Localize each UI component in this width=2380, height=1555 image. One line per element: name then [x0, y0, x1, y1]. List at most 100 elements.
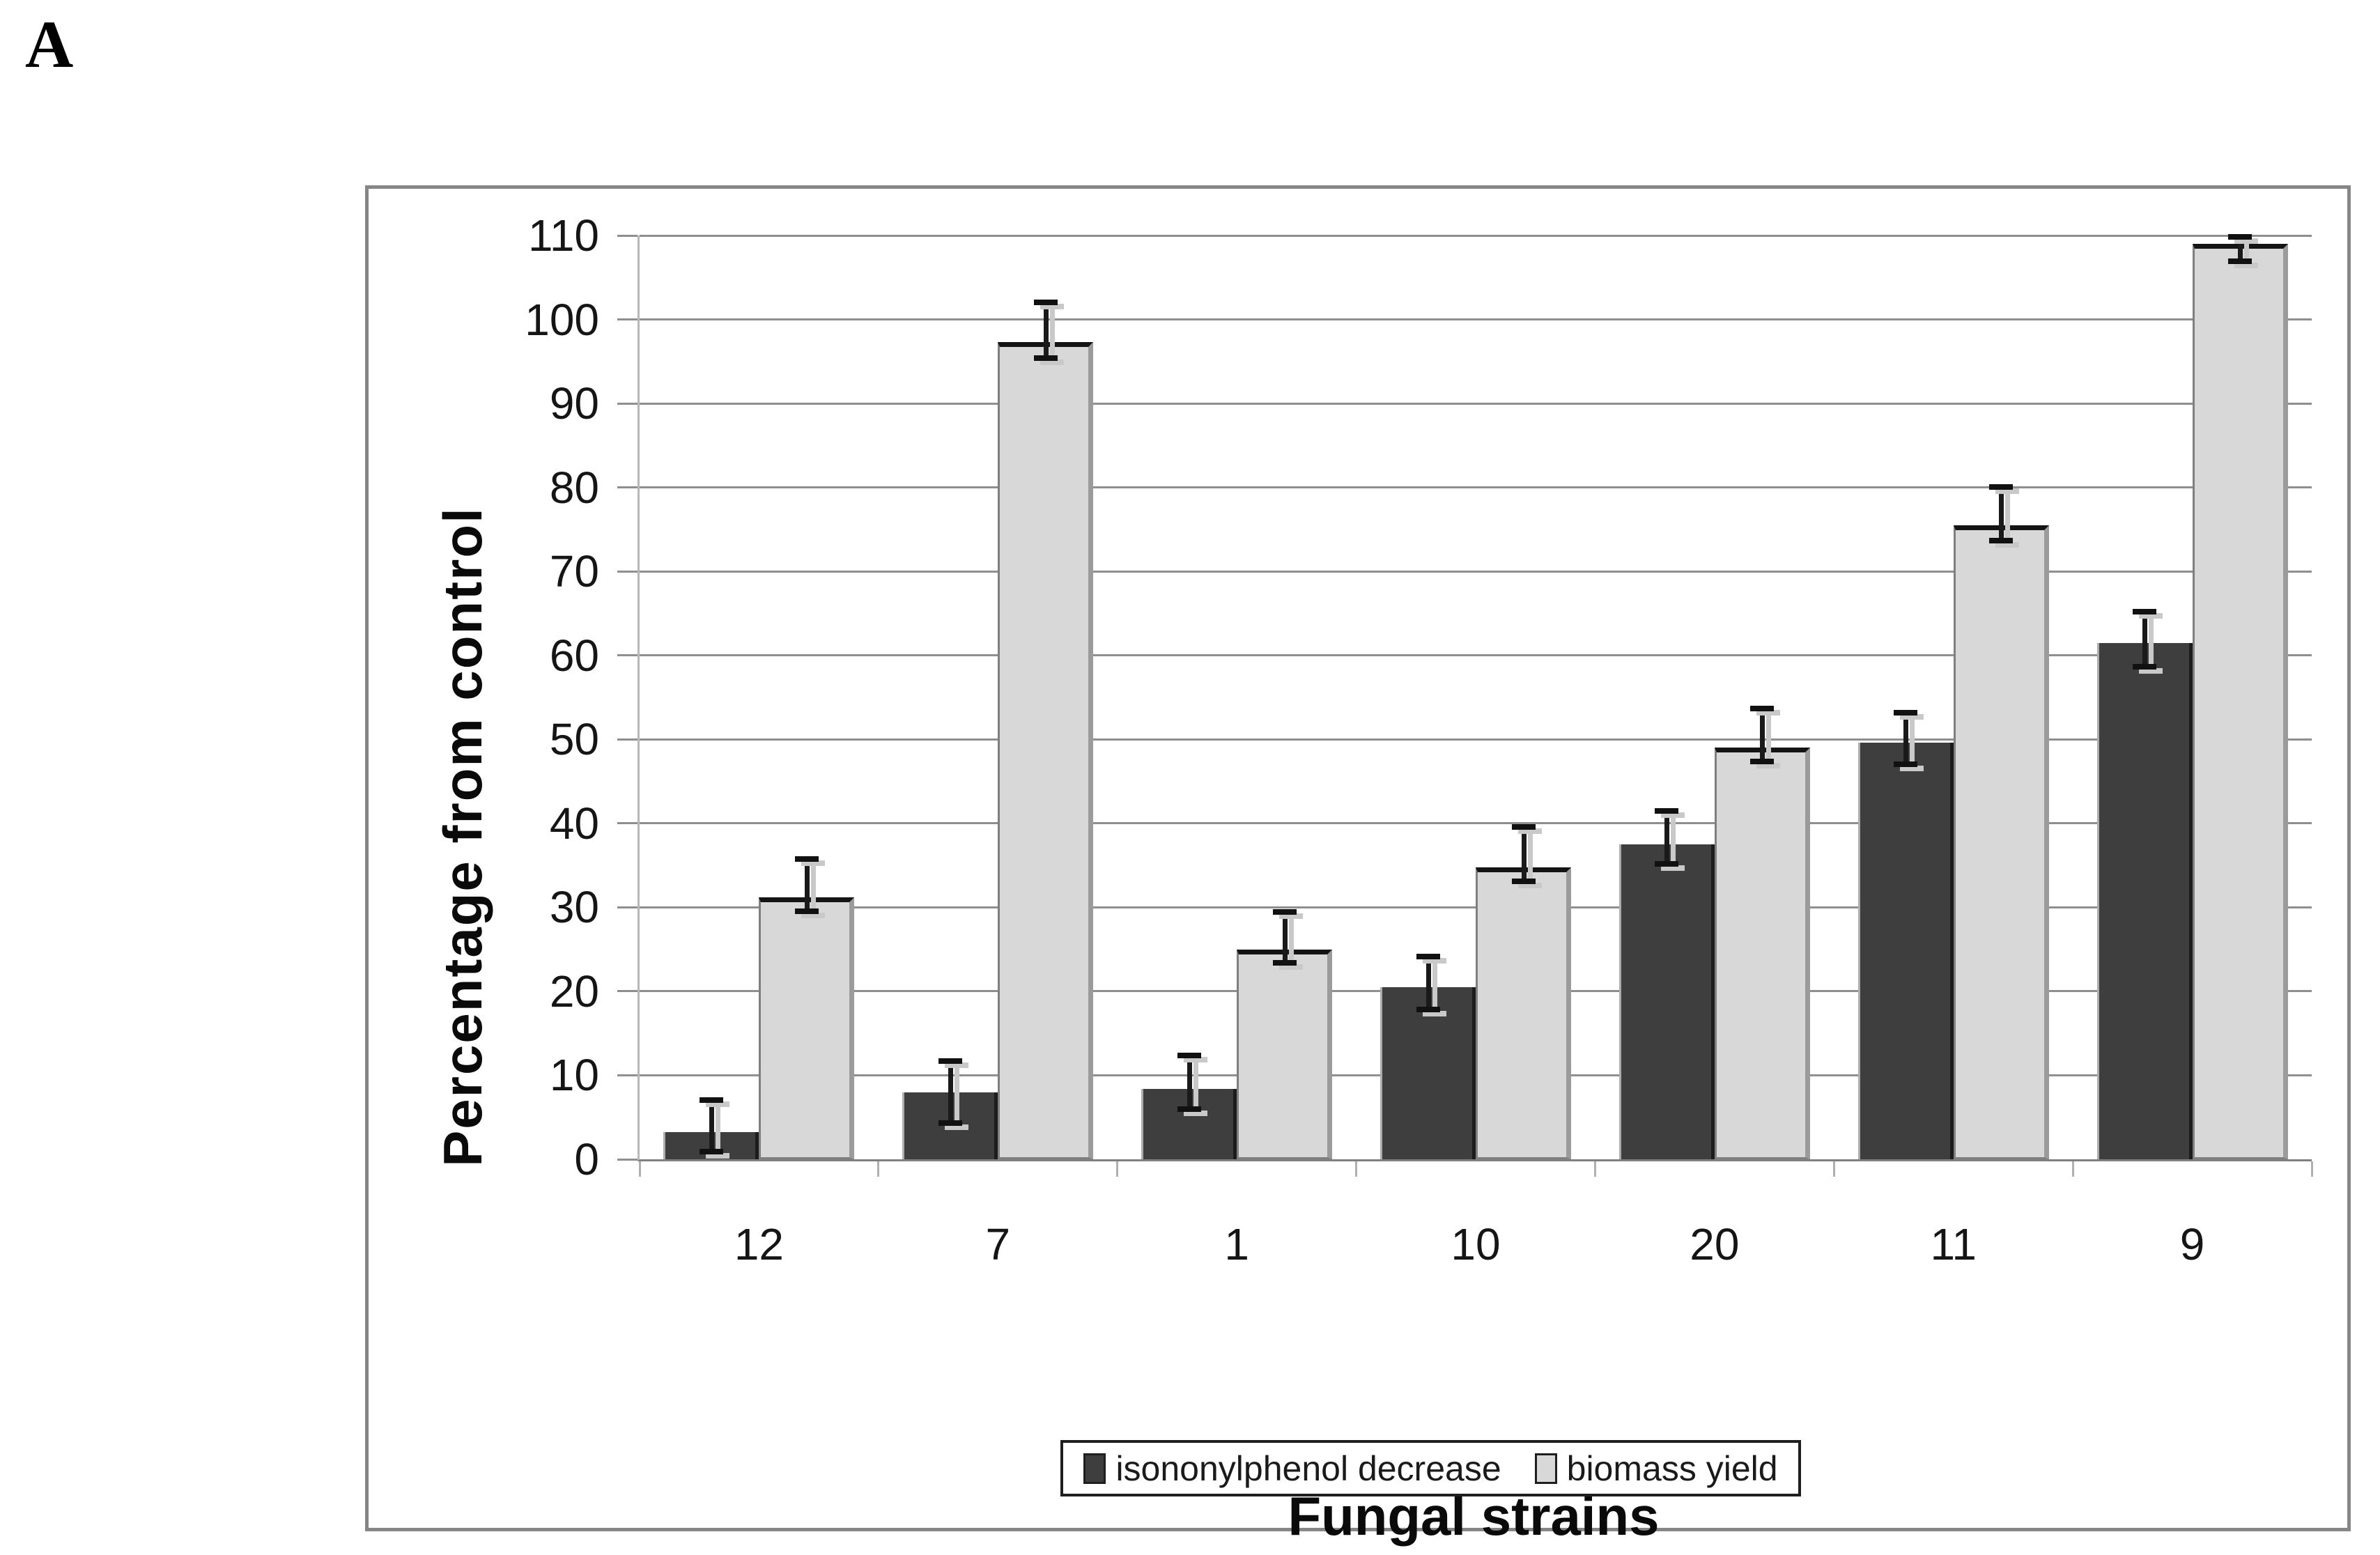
- y-tick-label-70: 70: [549, 546, 599, 597]
- bar-isononylphenol-strain-9: [2096, 642, 2193, 1159]
- error-bar-line: [1187, 1052, 1192, 1113]
- error-bar-strain-1-s0: [1177, 1052, 1201, 1113]
- axis-boundary-tick-6: [2071, 1161, 2074, 1177]
- error-bar-cap-bottom: [1655, 861, 1679, 867]
- gridline-40: [640, 822, 2312, 825]
- error-bar-strain-20-s0: [1655, 808, 1679, 867]
- error-bar-cap-bottom: [1750, 759, 1775, 765]
- y-axis-tick-110: [617, 234, 638, 237]
- plot-area: 12 7 1 10 20 11 9: [617, 233, 2313, 1269]
- bar-biomass-strain-10: [1476, 867, 1571, 1159]
- axis-boundary-tick-2: [1116, 1161, 1119, 1177]
- y-axis-tick-100: [617, 318, 638, 321]
- legend: isononylphenol decrease biomass yield: [1060, 1440, 1801, 1496]
- gridline-100: [640, 318, 2312, 321]
- panel-label: A: [25, 7, 74, 82]
- error-bar-line: [1521, 824, 1527, 884]
- y-tick-label-80: 80: [549, 462, 599, 513]
- error-bar-cap-bottom: [794, 908, 819, 914]
- y-axis-tick-20: [617, 990, 638, 993]
- error-bar-strain-12-s0: [699, 1097, 723, 1154]
- error-bar-cap-top: [1894, 710, 1918, 716]
- x-tick-label-7: 7: [985, 1219, 1011, 1269]
- bar-biomass-strain-7: [998, 342, 1094, 1159]
- y-tick-label-90: 90: [549, 378, 599, 429]
- gridline-80: [640, 486, 2312, 489]
- gridline-60: [640, 654, 2312, 657]
- error-bar-line: [709, 1097, 714, 1154]
- y-axis-tick-30: [617, 906, 638, 908]
- x-tick-label-10: 10: [1451, 1219, 1501, 1269]
- chart-frame: Percentage from control 0 10 20 30 40 50 60 70 8…: [365, 185, 2351, 1547]
- error-bar-cap-bottom: [1033, 355, 1058, 361]
- axis-boundary-tick-1: [877, 1161, 880, 1177]
- error-bar-strain-10-s1: [1511, 824, 1536, 884]
- bar-biomass-strain-12: [759, 897, 855, 1159]
- axis-boundary-tick-7: [2310, 1161, 2313, 1177]
- y-tick-label-10: 10: [549, 1050, 599, 1101]
- error-bar-cap-top: [1416, 953, 1440, 959]
- error-bar-strain-20-s1: [1750, 706, 1775, 765]
- error-bar-cap-top: [794, 856, 819, 862]
- error-bar-cap-bottom: [1894, 761, 1918, 768]
- error-bar-strain-9-s1: [2228, 233, 2252, 264]
- bar-isononylphenol-strain-20: [1618, 844, 1715, 1159]
- legend-swatch-dark: [1083, 1453, 1106, 1484]
- axis-boundary-tick-5: [1832, 1161, 1835, 1177]
- error-bar-cap-bottom: [938, 1120, 962, 1126]
- x-tick-label-20: 20: [1690, 1219, 1740, 1269]
- error-bar-strain-7-s0: [938, 1058, 962, 1126]
- error-bar-cap-bottom: [1177, 1106, 1201, 1113]
- error-bar-strain-1-s1: [1272, 908, 1297, 966]
- error-bar-cap-bottom: [699, 1148, 723, 1154]
- gridline-90: [640, 402, 2312, 405]
- y-tick-label-50: 50: [549, 714, 599, 765]
- y-tick-label-100: 100: [525, 294, 599, 345]
- error-bar-cap-top: [1511, 824, 1536, 830]
- error-bar-line: [1664, 808, 1670, 867]
- error-bar-cap-bottom: [1416, 1007, 1440, 1013]
- y-axis-tick-80: [617, 486, 638, 489]
- error-bar-strain-10-s0: [1416, 953, 1440, 1013]
- error-bar-cap-top: [1177, 1052, 1201, 1058]
- y-tick-label-40: 40: [549, 798, 599, 849]
- error-bar-cap-top: [1033, 299, 1058, 305]
- bar-biomass-strain-1: [1237, 949, 1333, 1159]
- error-bar-line: [948, 1058, 953, 1126]
- y-axis-tick-10: [617, 1074, 638, 1076]
- error-bar-strain-9-s0: [2133, 609, 2157, 670]
- error-bar-line: [2238, 233, 2243, 264]
- error-bar-line: [2142, 609, 2148, 670]
- legend-swatch-light: [1534, 1453, 1557, 1484]
- error-bar-line: [1903, 710, 1909, 768]
- error-bar-line: [1760, 706, 1765, 765]
- error-bar-line: [804, 856, 810, 914]
- error-bar-cap-top: [2228, 233, 2252, 240]
- legend-item-biomass-yield: biomass yield: [1534, 1448, 1778, 1489]
- error-bar-cap-top: [1272, 908, 1297, 915]
- error-bar-line: [1999, 483, 2004, 544]
- y-tick-label-110: 110: [527, 210, 599, 261]
- y-tick-label-30: 30: [549, 882, 599, 933]
- y-tick-label-60: 60: [549, 630, 599, 681]
- error-bar-cap-top: [1750, 706, 1775, 712]
- error-bar-cap-top: [2133, 609, 2157, 615]
- y-axis-tick-labels: 0 10 20 30 40 50 60 70 80 90 100 110: [369, 210, 599, 1184]
- x-tick-label-12: 12: [734, 1219, 785, 1269]
- error-bar-strain-11-s1: [1989, 483, 2014, 544]
- error-bar-strain-12-s1: [794, 856, 819, 914]
- error-bar-cap-bottom: [1272, 959, 1297, 966]
- x-tick-label-11: 11: [1930, 1219, 1977, 1269]
- y-tick-label-0: 0: [574, 1134, 599, 1184]
- error-bar-cap-top: [1989, 483, 2014, 490]
- axis-boundary-tick-4: [1593, 1161, 1596, 1177]
- y-axis-tick-70: [617, 570, 638, 573]
- bar-biomass-strain-9: [2192, 244, 2288, 1159]
- y-axis-tick-40: [617, 822, 638, 825]
- error-bar-line: [1425, 953, 1431, 1013]
- error-bar-cap-top: [938, 1058, 962, 1065]
- legend-item-isononylphenol-decrease: isononylphenol decrease: [1083, 1448, 1501, 1489]
- axis-boundary-tick-3: [1355, 1161, 1358, 1177]
- axis-boundary-tick-0: [638, 1161, 641, 1177]
